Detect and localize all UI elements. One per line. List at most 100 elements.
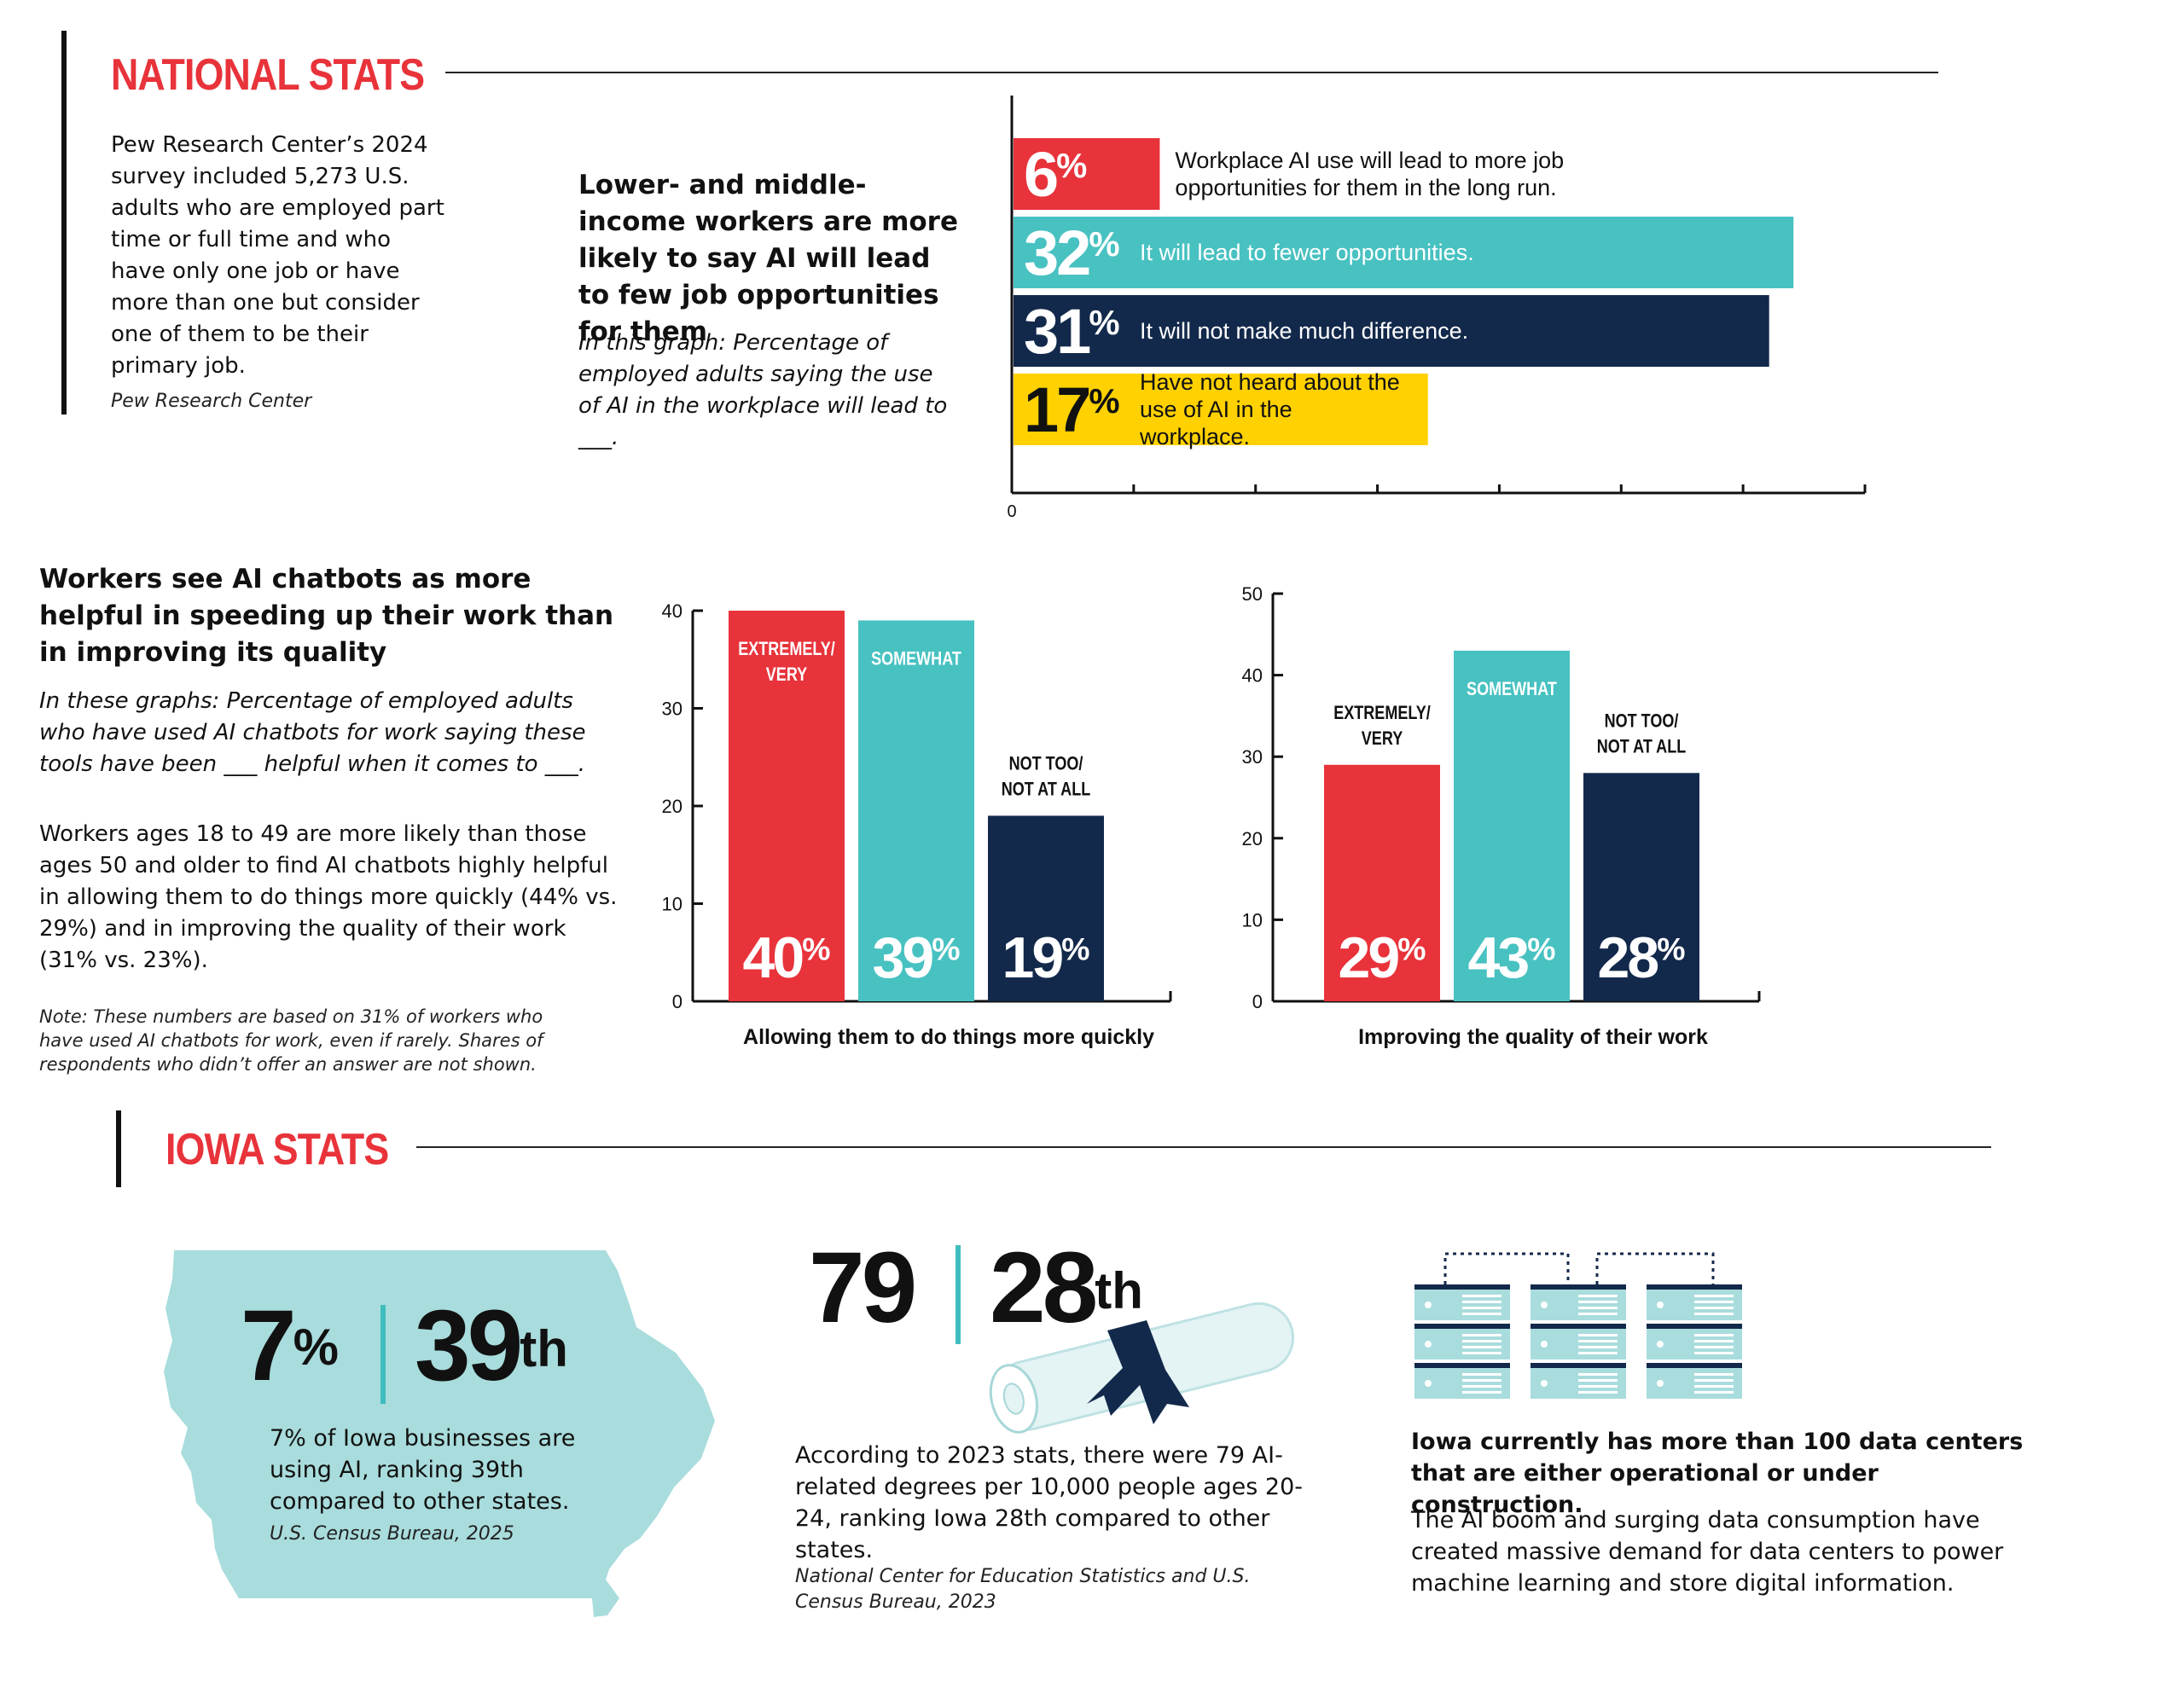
server-led xyxy=(1425,1301,1432,1308)
server-vent xyxy=(1462,1340,1502,1342)
v-tick-label: 30 xyxy=(1242,746,1263,768)
v-bar-category: NOT TOO/NOT AT ALL xyxy=(1002,754,1091,800)
v-bar-value: 29% xyxy=(1339,925,1426,990)
quickly-chart: 0 10 20 30 40 40% EXTREMELY/VERY 39% SOMEWHAT 19%… xyxy=(662,600,1172,1049)
v-tick-label: 30 xyxy=(662,699,682,720)
opportunities-chart: 0 6% Workplace AI use will lead to more jo… xyxy=(1007,96,1867,521)
server-vent xyxy=(1578,1379,1618,1382)
iowa-stat1-source: U.S. Census Bureau, 2025 xyxy=(270,1523,514,1545)
server-vent xyxy=(1462,1334,1502,1336)
v-tick-label: 20 xyxy=(662,796,682,817)
iowa-stat2-count: 79 xyxy=(809,1232,917,1344)
server-vent xyxy=(1462,1373,1502,1376)
chatbots-subhead: In these graphs: Percentage of employed … xyxy=(39,688,586,777)
national-header-rule xyxy=(445,72,1938,73)
server-vent xyxy=(1694,1340,1734,1342)
server-vent xyxy=(1694,1313,1734,1315)
server-link xyxy=(1443,1252,1570,1284)
h-bar-category: It will not make much difference. xyxy=(1140,318,1468,344)
h-bar xyxy=(1014,138,1160,210)
iowa-stat1-text: 7% of Iowa businesses are using AI, rank… xyxy=(270,1425,576,1515)
server-unit-top xyxy=(1647,1284,1742,1290)
national-source: Pew Research Center xyxy=(111,391,312,412)
server-vent xyxy=(1694,1373,1734,1376)
national-intro: Pew Research Center’s 2024 survey includ… xyxy=(111,132,444,379)
diploma-scroll-icon xyxy=(989,1301,1295,1434)
h-bar-value: 6% xyxy=(1024,139,1087,210)
h-bar-value: 31% xyxy=(1024,296,1120,367)
server-vent xyxy=(1462,1295,1502,1297)
h-bar xyxy=(1014,374,1428,445)
server-vent xyxy=(1694,1295,1734,1297)
server-led xyxy=(1425,1341,1432,1348)
iowa-stat1-divider xyxy=(380,1305,386,1404)
server-vent xyxy=(1694,1352,1734,1354)
server-unit-top xyxy=(1531,1363,1626,1368)
server-led xyxy=(1657,1341,1664,1348)
h-bar-category: Workplace AI use will lead to more job op… xyxy=(1175,148,1564,200)
iowa-stat1-rank-suffix: th xyxy=(520,1320,568,1377)
v-bar-value: 39% xyxy=(873,925,961,990)
server-led xyxy=(1425,1380,1432,1387)
h-tick-label: 0 xyxy=(1007,502,1016,521)
server-vent xyxy=(1462,1307,1502,1309)
iowa-stat1-percent: 7% xyxy=(241,1295,339,1397)
v-tick-label: 10 xyxy=(662,894,682,915)
server-vent xyxy=(1462,1313,1502,1315)
iowa-stat2-rank-suffix: th xyxy=(1095,1262,1143,1319)
v-bar-category: SOMEWHAT xyxy=(1467,679,1557,699)
v-bar-category: EXTREMELY/VERY xyxy=(1333,703,1431,749)
v-tick-label: 0 xyxy=(1252,991,1263,1012)
v-bar-value: 40% xyxy=(743,925,831,990)
server-vent xyxy=(1462,1346,1502,1348)
iowa-header-rule xyxy=(416,1146,1991,1148)
server-unit-top xyxy=(1531,1284,1626,1290)
server-unit-top xyxy=(1414,1363,1510,1368)
server-vent xyxy=(1578,1391,1618,1394)
server-vent xyxy=(1694,1334,1734,1336)
h-bar xyxy=(1014,295,1769,367)
server-vent xyxy=(1462,1391,1502,1394)
chatbots-note: Note: These numbers are based on 31% of … xyxy=(39,1006,543,1075)
v-bar-category: NOT TOO/NOT AT ALL xyxy=(1597,711,1687,757)
v-tick-label: 50 xyxy=(1242,583,1263,605)
opportunities-subhead: In this graph: Percentage of employed ad… xyxy=(578,330,948,450)
iowa-stat3-text: The AI boom and surging data consumption… xyxy=(1411,1507,2004,1597)
iowa-stat1-percent-value: 7 xyxy=(241,1290,297,1402)
iowa-stat2-source: National Center for Education Statistics… xyxy=(795,1566,1251,1613)
iowa-stat1-percent-sign: % xyxy=(293,1319,339,1376)
h-bar-category: Have not heard about the use of AI in the… xyxy=(1139,369,1400,449)
server-vent xyxy=(1694,1391,1734,1394)
iowa-map-icon xyxy=(164,1250,715,1617)
v-chart-caption: Allowing them to do things more quickly xyxy=(743,1025,1154,1049)
server-vent xyxy=(1694,1385,1734,1388)
server-vent xyxy=(1578,1307,1618,1309)
server-led xyxy=(1541,1301,1548,1308)
server-racks-icon xyxy=(1414,1252,1742,1399)
server-led xyxy=(1541,1380,1548,1387)
iowa-stat2-rank: 28th xyxy=(990,1237,1143,1339)
v-bar-category: EXTREMELY/VERY xyxy=(738,639,835,685)
server-vent xyxy=(1578,1352,1618,1354)
iowa-stat1-rank-value: 39 xyxy=(415,1290,523,1402)
chatbots-headline: Workers see AI chatbots as more helpful … xyxy=(39,564,614,668)
server-vent xyxy=(1578,1334,1618,1336)
v-bar-value: 19% xyxy=(1002,925,1090,990)
v-bar-category: SOMEWHAT xyxy=(871,649,961,670)
iowa-stat3-headline: Iowa currently has more than 100 data ce… xyxy=(1411,1429,2024,1518)
national-section-title: NATIONAL STATS xyxy=(111,50,425,100)
server-led xyxy=(1657,1301,1664,1308)
server-vent xyxy=(1578,1346,1618,1348)
v-bar-value: 28% xyxy=(1598,925,1686,990)
v-bar xyxy=(1583,773,1699,1001)
server-led xyxy=(1657,1380,1664,1387)
v-tick-label: 40 xyxy=(662,600,682,622)
iowa-stat2-text: According to 2023 stats, there were 79 A… xyxy=(795,1442,1303,1563)
v-bar xyxy=(1454,650,1570,1001)
server-vent xyxy=(1578,1301,1618,1303)
server-vent xyxy=(1694,1307,1734,1309)
server-vent xyxy=(1694,1301,1734,1303)
v-bar xyxy=(1324,764,1440,1001)
chatbots-body: Workers ages 18 to 49 are more likely th… xyxy=(39,821,618,973)
server-vent xyxy=(1462,1379,1502,1382)
